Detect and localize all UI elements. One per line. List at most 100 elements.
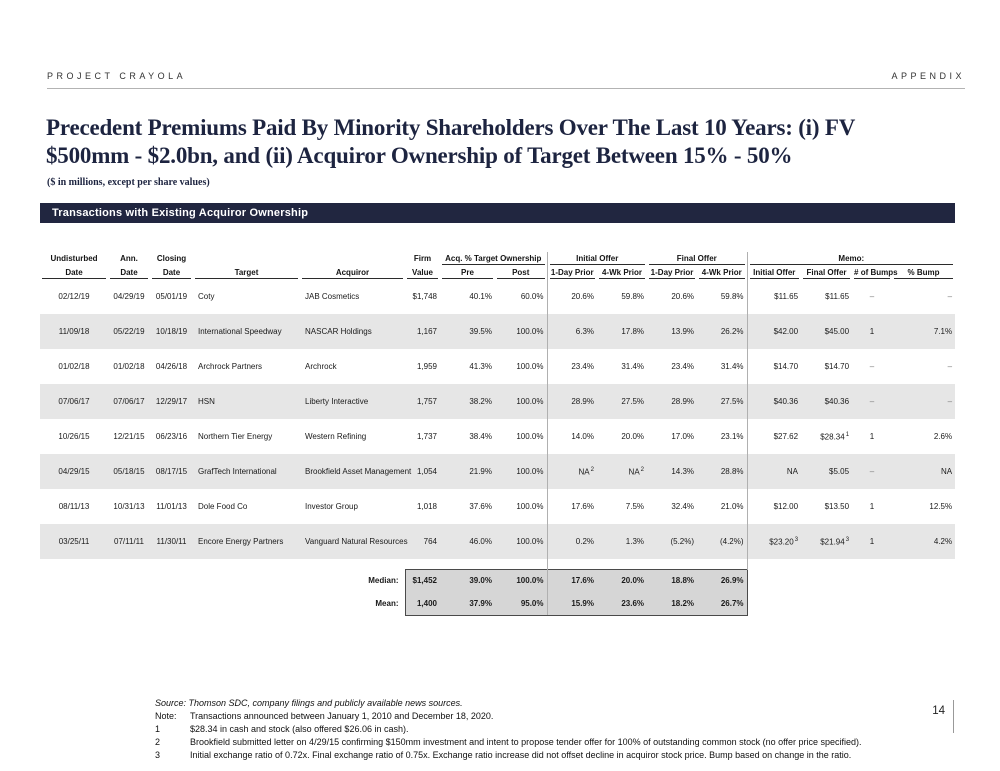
col-header-memo-final-offer: Final Offer [801,265,852,279]
col-header-memo-initial-offer: Initial Offer [746,265,802,279]
cell-acquiror: Investor Group [305,502,358,511]
cell-initial-offer-4wk-prior: 7.5% [625,502,645,511]
cell-ownership-post: 100.0% [516,432,544,441]
median-final-4wk: 26.9% [697,568,748,592]
cell-final-offer-1day-prior: 28.9% [671,397,695,406]
footnote-line: 2 Brookfield submitted letter on 4/29/15 … [155,736,955,749]
table-row: 11/09/18 05/22/19 10/18/19 International Sp… [40,314,956,349]
cell-final-offer-4wk-prior: 23.1% [720,432,744,441]
col-header-pct-bump: % Bump [892,265,955,279]
mean-row: Mean: 1,400 37.9% 95.0% 15.9% 23.6% 18.2… [40,592,955,616]
cell-ownership-pre: 40.1% [469,292,492,301]
group-header-initial-offer: Initial Offer [546,252,648,265]
col-header-closing-date: Date [150,265,193,279]
table-group-header-row: Undisturbed Ann. Closing Firm Acq. % Tar… [40,252,956,265]
cell-target: International Speedway [198,327,282,336]
cell-final-offer-4wk-prior: 21.0% [720,502,744,511]
cell-final-offer-4wk-prior: 27.5% [720,397,744,406]
cell-initial-offer-4wk-prior: 59.8% [621,292,645,301]
table-row: 07/06/17 07/06/17 12/29/17 HSN Liberty Inter… [40,384,956,419]
cell-ownership-post: 100.0% [516,502,544,511]
cell-memo-final-offer: $14.70 [824,362,850,371]
cell-ann-date: 01/02/18 [113,362,145,371]
cell-initial-offer-4wk-prior: 27.5% [621,397,645,406]
cell-ownership-post: 60.0% [520,292,544,301]
cell-final-offer-1day-prior: (5.2%) [670,537,695,546]
col-header-final-offer-4wk-prior: 4-Wk Prior [697,265,747,279]
col-header-ann-date: Date [108,265,150,279]
mean-label: Mean: [375,599,399,608]
cell-closing-date: 11/01/13 [156,502,187,511]
cell-closing-date: 10/18/19 [155,327,188,336]
footnote-label: 2 [155,737,161,747]
cell-closing-date: 06/23/16 [155,432,188,441]
cell-firm-value: 1,167 [416,327,437,336]
cell-initial-offer-1day-prior: NA2 [546,454,597,489]
footnote-line: Note: Transactions announced between Janu… [155,710,955,723]
cell-ann-date: 05/22/19 [113,327,145,336]
cell-num-bumps: 1 [869,327,875,336]
cell-initial-offer-1day-prior: 14.0% [546,419,597,454]
cell-undisturbed-date: 02/12/19 [58,292,90,301]
cell-ownership-pre: 21.9% [469,467,492,476]
cell-ownership-pre: 38.4% [469,432,492,441]
cell-ownership-pre: 39.5% [469,327,492,336]
cell-num-bumps: – [869,467,875,476]
cell-memo-final-offer: $5.05 [829,467,850,476]
cell-acquiror: Western Refining [305,432,367,441]
col-header-ownership-pre: Pre [440,265,495,279]
col-header-num-bumps: # of Bumps [854,268,898,279]
cell-ownership-pre: 41.3% [469,362,492,371]
table-row: 08/11/13 10/31/13 11/01/13 Dole Food Co Inve… [40,489,955,524]
cell-firm-value: $1,748 [412,292,437,301]
mean-initial-1day: 15.9% [546,592,597,616]
footnote-text: $28.34 in cash and stock (also offered $… [190,724,409,734]
cell-initial-offer-4wk-prior: 20.0% [621,432,645,441]
cell-initial-offer-1day-prior: 23.4% [546,349,597,384]
header-divider [47,88,965,89]
cell-undisturbed-date: 04/29/15 [58,467,90,476]
table-row: 10/26/15 12/21/15 06/23/16 Northern Tier En… [40,419,955,454]
table-row: 04/29/15 05/18/15 08/17/15 GrafTech Interna… [40,454,956,489]
cell-pct-bump: NA [940,467,953,476]
cell-final-offer-1day-prior: 14.3% [671,467,695,476]
table-row: 02/12/19 04/29/19 05/01/19 Coty JAB Cosmetic… [40,279,955,314]
cell-acquiror: Vanguard Natural Resources [305,537,408,546]
cell-initial-offer-4wk-prior: NA2 [628,466,645,477]
appendix-label: APPENDIX [891,71,965,81]
cell-ownership-pre: 37.6% [469,502,492,511]
cell-ann-date: 04/29/19 [113,292,145,301]
cell-firm-value: 1,018 [416,502,437,511]
cell-ownership-post: 100.0% [516,362,544,371]
cell-memo-initial-offer: $12.00 [746,489,802,524]
cell-initial-offer-1day-prior: 0.2% [546,524,597,559]
cell-num-bumps: 1 [869,432,875,441]
col-header-final-offer-1day-prior: 1-Day Prior [649,268,696,279]
cell-memo-initial-offer: $27.62 [746,419,802,454]
cell-final-offer-1day-prior: 13.9% [671,327,695,336]
cell-ownership-pre: 38.2% [469,397,492,406]
cell-initial-offer-1day-prior: 6.3% [546,314,597,349]
cell-target: Dole Food Co [198,502,248,511]
cell-final-offer-1day-prior: 23.4% [671,362,695,371]
cell-ownership-pre: 46.0% [469,537,492,546]
cell-memo-final-offer: $13.50 [824,502,850,511]
cell-closing-date: 05/01/19 [155,292,188,301]
median-initial-1day: 17.6% [546,568,597,592]
cell-initial-offer-1day-prior: 20.6% [546,279,597,314]
table-row: 03/25/11 07/11/11 11/30/11 Encore Energy Pa… [40,524,956,559]
col-header-undisturbed: Undisturbed [50,254,98,263]
col-header-ann: Ann. [120,254,138,263]
cell-initial-offer-4wk-prior: 17.8% [621,327,645,336]
cell-num-bumps: 1 [869,502,875,511]
cell-memo-initial-offer: $11.65 [746,279,802,314]
group-header-final-offer: Final Offer [647,252,747,265]
col-header-initial-offer-1day-prior: 1-Day Prior [546,265,597,279]
cell-memo-final-offer: $11.65 [825,292,850,301]
median-firm-value: $1,452 [404,568,440,592]
page-number-divider [953,700,954,733]
median-initial-4wk: 20.0% [597,568,648,592]
cell-ownership-post: 100.0% [516,537,544,546]
cell-firm-value: 1,737 [416,432,437,441]
col-header-ownership-post: Post [495,265,547,279]
